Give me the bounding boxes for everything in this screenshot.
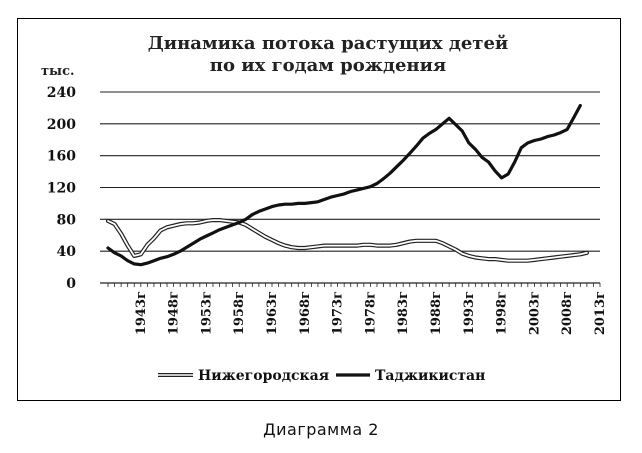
x-tick-label: 1998г	[495, 291, 510, 335]
chart-title-line-1: Динамика потока растущих детей	[148, 33, 509, 54]
series-line-outline-0	[105, 218, 590, 263]
figure-caption: Диаграмма 2	[263, 420, 379, 439]
x-tick-label: 1943г	[134, 291, 149, 335]
line-chart: Динамика потока растущих детей по их год…	[41, 33, 608, 384]
chart-title-line-2: по их годам рождения	[210, 55, 446, 76]
chart-frame: Динамика потока растущих детей по их год…	[17, 18, 621, 401]
x-tick-label: 1973г	[331, 291, 346, 335]
y-axis-unit-label: тыс.	[41, 64, 75, 79]
x-tick-label: 1963г	[265, 291, 280, 335]
x-tick-label: 1983г	[396, 291, 411, 335]
x-axis-ticks: 1943г 1948г 1953г 1958г 1963г 1968г 1973г 1978г…	[134, 291, 608, 335]
series-line-0	[107, 219, 588, 262]
x-tick-label: 1968г	[298, 291, 313, 335]
series-lines	[105, 103, 590, 267]
y-tick-label: 120	[47, 181, 76, 197]
x-tick-label: 1993г	[462, 291, 477, 335]
x-axis	[100, 282, 601, 287]
x-tick-label: 1953г	[199, 291, 214, 335]
y-tick-label: 80	[57, 212, 77, 228]
legend-item-tajikistan: Таджикистан	[336, 368, 485, 384]
x-tick-label: 1978г	[363, 291, 378, 335]
x-tick-label: 1948г	[167, 291, 182, 335]
chart-legend: Нижегородская Таджикистан	[158, 368, 485, 384]
x-tick-label: 2008г	[560, 291, 575, 335]
gridlines	[100, 91, 600, 252]
legend-label-nizhegorodskaya: Нижегородская	[198, 368, 329, 384]
y-tick-label: 40	[57, 244, 77, 260]
series-line-1	[106, 103, 582, 267]
x-tick-label: 1988г	[429, 291, 444, 335]
legend-item-nizhegorodskaya: Нижегородская	[158, 368, 329, 384]
chart-titles: Динамика потока растущих детей по их год…	[148, 33, 509, 76]
y-tick-label: 240	[47, 85, 76, 101]
legend-label-tajikistan: Таджикистан	[375, 368, 485, 384]
y-tick-label: 160	[47, 149, 76, 165]
x-tick-label: 1958г	[232, 291, 247, 335]
y-axis-ticks: 0 40 80 120 160 200 240	[47, 85, 76, 292]
y-tick-label: 0	[66, 276, 76, 292]
x-tick-label: 2013г	[593, 291, 608, 335]
x-tick-label: 2003г	[527, 291, 542, 335]
y-tick-label: 200	[47, 117, 76, 133]
